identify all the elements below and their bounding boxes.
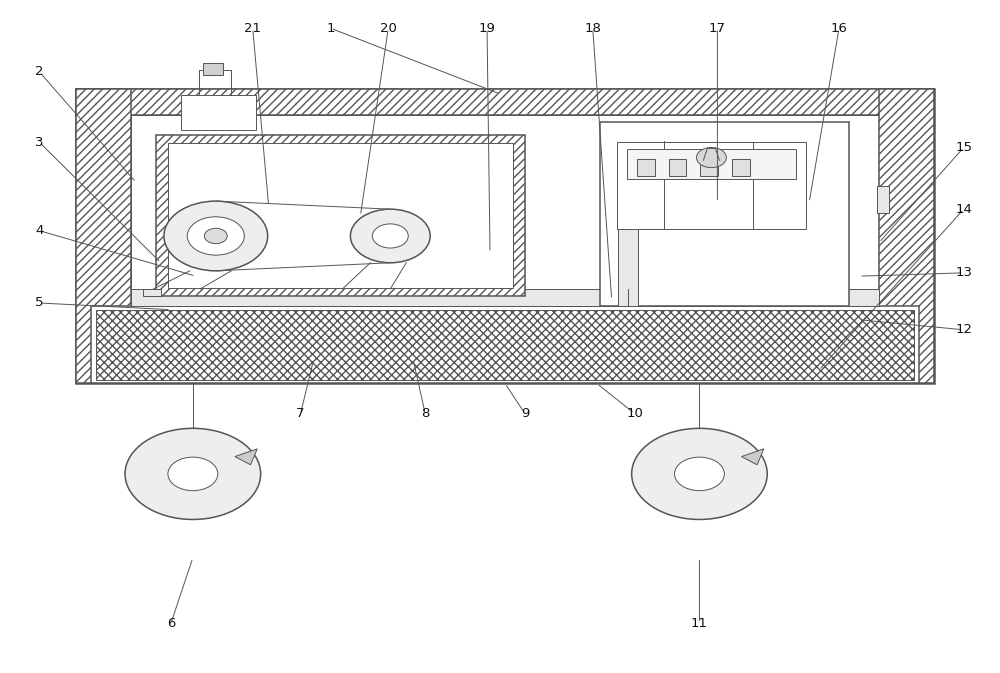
Text: 14: 14 [955, 203, 972, 215]
Text: 12: 12 [955, 323, 972, 336]
Circle shape [204, 228, 227, 244]
Bar [617, 142, 806, 229]
Text: 15: 15 [955, 141, 972, 154]
Circle shape [125, 428, 261, 520]
Bar [877, 186, 889, 213]
Bar [181, 95, 256, 130]
Bar [96, 310, 914, 380]
Bar [91, 306, 919, 384]
Text: 11: 11 [691, 617, 708, 630]
Text: 1: 1 [326, 22, 335, 35]
Text: 10: 10 [626, 407, 643, 420]
Text: 17: 17 [709, 22, 726, 35]
Polygon shape [741, 449, 764, 465]
Bar [168, 143, 513, 288]
Text: 7: 7 [296, 407, 305, 420]
Bar [600, 122, 849, 306]
Circle shape [675, 457, 724, 491]
Text: 9: 9 [521, 407, 529, 420]
Text: 4: 4 [35, 224, 43, 237]
Bar [627, 149, 796, 179]
Bar [879, 89, 934, 384]
Circle shape [187, 217, 244, 255]
Circle shape [168, 457, 218, 491]
Text: 21: 21 [244, 22, 261, 35]
Circle shape [372, 224, 408, 248]
Bar [76, 89, 934, 115]
Bar [700, 159, 718, 176]
Circle shape [632, 428, 767, 520]
Text: 2: 2 [35, 65, 44, 78]
Bar [156, 135, 525, 296]
Text: 19: 19 [479, 22, 495, 35]
Text: 6: 6 [167, 617, 175, 630]
Text: 16: 16 [831, 22, 847, 35]
Circle shape [164, 201, 268, 271]
Bar [76, 89, 934, 384]
Text: 3: 3 [35, 136, 44, 149]
Bar [131, 115, 884, 308]
Circle shape [350, 209, 430, 262]
Bar [131, 289, 879, 306]
Bar [76, 89, 131, 384]
Bar [203, 63, 223, 75]
Text: 18: 18 [584, 22, 601, 35]
Polygon shape [235, 449, 257, 465]
Bar [143, 289, 161, 296]
Text: 20: 20 [380, 22, 397, 35]
Bar [637, 159, 655, 176]
Text: 8: 8 [421, 407, 429, 420]
Text: 13: 13 [955, 267, 972, 279]
Circle shape [696, 147, 726, 168]
Bar [732, 159, 750, 176]
Bar [669, 159, 686, 176]
Bar [618, 229, 638, 306]
Text: 5: 5 [35, 297, 44, 310]
